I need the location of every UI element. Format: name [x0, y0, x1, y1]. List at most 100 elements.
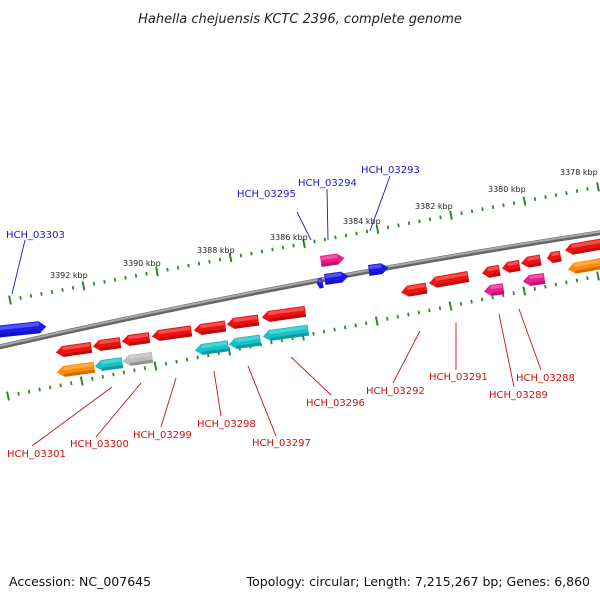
gene-highlight	[233, 315, 258, 323]
gene-arrow	[194, 340, 230, 355]
gene-arrow	[94, 357, 124, 371]
major-tick	[522, 286, 527, 296]
scale-label: 3378 kbp	[560, 168, 598, 177]
major-tick	[522, 196, 527, 206]
genome-backbone	[0, 230, 600, 350]
gene-arrow	[520, 254, 542, 268]
gene-shadow	[319, 285, 324, 289]
connector-line	[290, 356, 332, 396]
gene-shadow	[201, 328, 227, 335]
gene-label[interactable]: HCH_03299	[133, 430, 192, 441]
major-tick	[6, 391, 10, 401]
minor-tick	[61, 287, 64, 292]
minor-tick	[439, 215, 442, 220]
gene-arrow	[122, 351, 154, 366]
minor-tick	[19, 296, 22, 300]
gene-shadow	[530, 280, 546, 286]
gene-highlight	[527, 255, 540, 262]
minor-tick	[586, 187, 589, 191]
gene-highlight	[200, 321, 225, 329]
major-tick	[449, 210, 453, 220]
minor-tick	[565, 191, 568, 195]
minor-tick	[313, 239, 316, 244]
gene-shadow	[102, 364, 124, 371]
major-tick	[79, 376, 84, 386]
gene-shadow	[572, 245, 600, 255]
gene-label[interactable]: HCH_03300	[70, 439, 129, 450]
connector-line	[392, 330, 421, 384]
gene-arrow	[501, 259, 521, 273]
upper-scale-ruler	[8, 182, 600, 305]
scale-label: 3386 kbp	[270, 233, 308, 242]
major-tick	[228, 253, 233, 263]
minor-tick	[586, 276, 589, 281]
minor-tick	[459, 301, 463, 306]
gene-arrow	[368, 263, 389, 276]
gene-label[interactable]: HCH_03289	[489, 390, 548, 401]
minor-tick	[407, 312, 410, 317]
gene-label[interactable]: HCH_03296	[306, 398, 365, 409]
gene-label[interactable]: HCH_03292	[366, 386, 425, 397]
gene-label[interactable]: HCH_03301	[7, 449, 66, 460]
minor-tick	[344, 233, 348, 238]
minor-tick	[40, 292, 43, 296]
minor-tick	[27, 389, 31, 394]
minor-tick	[122, 370, 126, 375]
gene-features	[0, 238, 600, 377]
gene-label[interactable]: HCH_03303	[6, 230, 65, 241]
gene-label[interactable]: HCH_03294	[298, 178, 357, 189]
gene-label[interactable]: HCH_03293	[361, 165, 420, 176]
minor-tick	[166, 267, 169, 272]
minor-tick	[260, 249, 264, 254]
gene-label[interactable]: HCH_03295	[237, 189, 296, 200]
major-tick	[8, 295, 12, 305]
gene-shadow	[528, 262, 542, 268]
gene-arrow	[428, 271, 470, 288]
minor-tick	[397, 223, 400, 228]
label-connectors	[11, 175, 542, 447]
minor-tick	[533, 197, 537, 202]
gene-arrow	[483, 283, 505, 296]
minor-tick	[554, 282, 558, 287]
gene-label[interactable]: HCH_03291	[429, 372, 488, 383]
gene-arrow	[121, 332, 151, 346]
minor-tick	[334, 235, 337, 240]
gene-shadow	[508, 267, 521, 273]
minor-tick	[512, 201, 516, 206]
minor-tick	[164, 361, 168, 366]
minor-tick	[575, 278, 579, 283]
minor-tick	[91, 376, 94, 381]
gene-arrow	[324, 271, 349, 285]
minor-tick	[365, 229, 369, 234]
gene-arrow	[261, 305, 307, 322]
gene-label[interactable]: HCH_03288	[516, 373, 575, 384]
connector-line	[247, 365, 277, 437]
minor-tick	[470, 299, 473, 304]
minor-tick	[396, 314, 400, 319]
gene-label[interactable]: HCH_03298	[197, 419, 256, 430]
gene-arrow	[400, 282, 428, 297]
connector-line	[498, 313, 515, 388]
gene-highlight	[62, 343, 91, 351]
gene-label[interactable]: HCH_03297	[252, 438, 311, 449]
minor-tick	[145, 271, 148, 276]
gene-arrow	[56, 361, 96, 377]
major-tick	[596, 182, 600, 192]
minor-tick	[133, 368, 136, 373]
minor-tick	[250, 251, 253, 256]
minor-tick	[438, 306, 442, 311]
minor-tick	[312, 331, 315, 336]
gene-arrow	[193, 320, 227, 335]
gene-arrow	[92, 337, 122, 351]
minor-tick	[502, 203, 505, 208]
minor-tick	[292, 243, 295, 248]
minor-tick	[185, 357, 189, 362]
minor-tick	[187, 263, 190, 268]
gene-shadow	[64, 369, 96, 377]
major-tick	[302, 238, 306, 249]
minor-tick	[29, 294, 33, 298]
minor-tick	[218, 257, 222, 262]
scale-label: 3384 kbp	[343, 217, 381, 226]
